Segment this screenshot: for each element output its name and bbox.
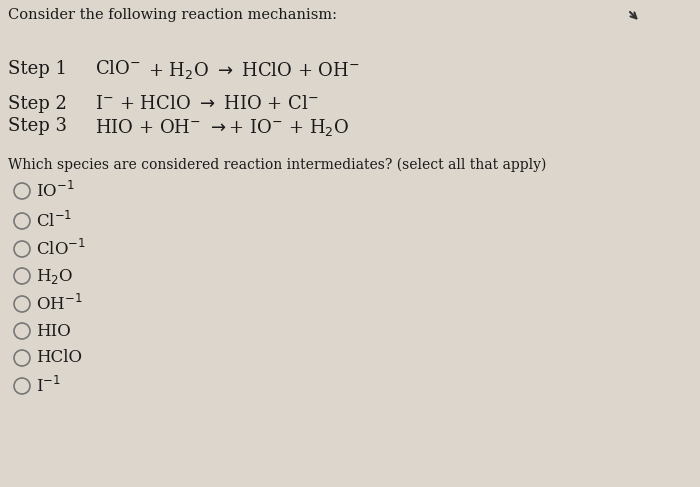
- Text: I$^{-}$ + HClO $\rightarrow$ HIO + Cl$^{-}$: I$^{-}$ + HClO $\rightarrow$ HIO + Cl$^{…: [95, 95, 318, 113]
- Text: Consider the following reaction mechanism:: Consider the following reaction mechanis…: [8, 8, 337, 22]
- Text: ClO$^{-1}$: ClO$^{-1}$: [36, 239, 86, 259]
- Text: Step 2: Step 2: [8, 95, 67, 113]
- Text: HIO + OH$^{-}$ $\rightarrow$+ IO$^{-}$ + H$_{2}$O: HIO + OH$^{-}$ $\rightarrow$+ IO$^{-}$ +…: [95, 117, 349, 138]
- Text: Which species are considered reaction intermediates? (select all that apply): Which species are considered reaction in…: [8, 158, 547, 172]
- Text: HClO: HClO: [36, 350, 82, 367]
- Text: OH$^{-1}$: OH$^{-1}$: [36, 294, 83, 314]
- Text: Step 3: Step 3: [8, 117, 67, 135]
- Text: I$^{-1}$: I$^{-1}$: [36, 376, 61, 396]
- Text: IO$^{-1}$: IO$^{-1}$: [36, 181, 74, 201]
- Text: ClO$^{-}$: ClO$^{-}$: [95, 60, 141, 78]
- Text: H$_{2}$O: H$_{2}$O: [36, 266, 74, 285]
- Text: Step 1: Step 1: [8, 60, 67, 78]
- Text: Cl$^{-1}$: Cl$^{-1}$: [36, 211, 72, 231]
- Text: HIO: HIO: [36, 322, 71, 339]
- Text: + H$_{2}$O $\rightarrow$ HClO + OH$^{-}$: + H$_{2}$O $\rightarrow$ HClO + OH$^{-}$: [148, 60, 360, 81]
